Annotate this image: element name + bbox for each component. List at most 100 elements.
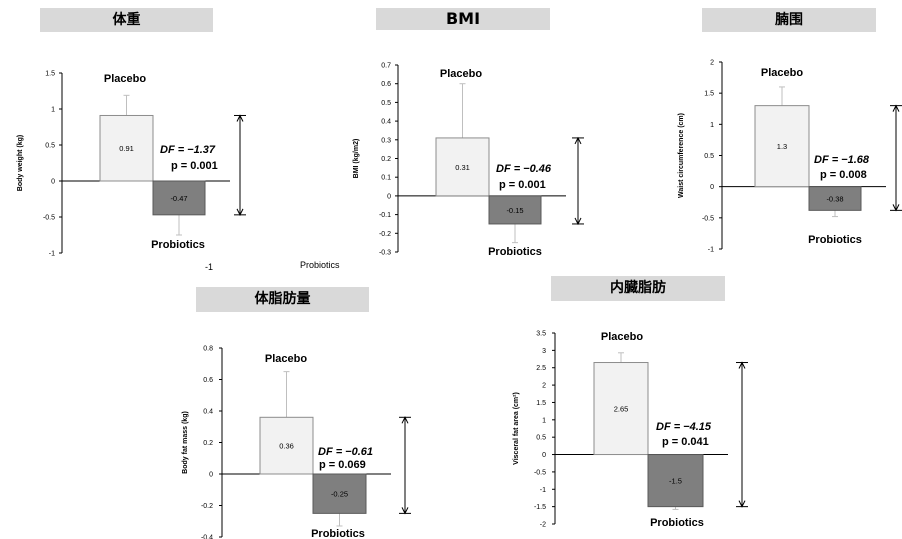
y-tick-label: 0.8 [203, 346, 213, 353]
bar-probiotics [152, 180, 206, 216]
category-label-probiotics: Probiotics [311, 528, 365, 539]
df-label: DF = −1.68 [814, 154, 870, 166]
y-tick-label: 0.2 [203, 440, 213, 447]
y-tick-label: 0.5 [704, 153, 714, 160]
p-value-label: p = 0.069 [319, 459, 366, 471]
y-tick-label: 0.6 [203, 377, 213, 384]
y-tick-label: 2 [710, 60, 714, 67]
y-tick-label: 2.5 [536, 365, 546, 372]
arrow-head [401, 416, 409, 424]
y-tick-label: 1 [51, 107, 55, 114]
y-tick-label: -0.4 [201, 535, 213, 539]
y-tick-label: 0.6 [381, 81, 391, 88]
y-tick-label: 0 [209, 472, 213, 479]
arrow-head [892, 204, 900, 212]
y-tick-label: 0.2 [381, 156, 391, 163]
chart-title: 体重 [40, 8, 213, 32]
y-tick-label: 0 [51, 179, 55, 186]
arrow-head [738, 500, 746, 508]
bar-value-label: -0.47 [170, 194, 187, 203]
df-label: DF = −0.46 [496, 163, 552, 175]
bar-placebo [99, 114, 154, 182]
y-tick-label: 0.3 [381, 137, 391, 144]
category-label-probiotics: Probiotics [808, 234, 862, 246]
y-tick-label: -0.2 [379, 231, 391, 238]
bar-placebo [435, 137, 490, 197]
chart-title: 体脂肪量 [196, 287, 369, 312]
y-tick-label: 0.4 [203, 409, 213, 416]
arrow-head [236, 114, 244, 122]
y-tick-label: 0 [387, 193, 391, 200]
bar-placebo [754, 105, 810, 188]
bar-value-label: 0.91 [119, 144, 134, 153]
y-axis-label: Body weight (kg) [17, 135, 24, 191]
y-tick-label: 3.5 [536, 331, 546, 338]
bar-value-label: -1.5 [669, 477, 682, 486]
y-tick-label: 0.1 [381, 175, 391, 182]
y-axis-label: Waist circumference (cm) [678, 113, 685, 198]
y-tick-label: 0.5 [45, 143, 55, 150]
arrow-head [236, 208, 244, 216]
chart-4: 3.5 3 2.5 2 1.5 1 0.5 0 -0.5 -1 -1.5 -2 Visceral fat… [513, 331, 748, 529]
y-tick-label: -0.3 [379, 250, 391, 257]
y-tick-label: -0.5 [43, 215, 55, 222]
y-tick-label: -1 [49, 251, 55, 258]
y-tick-label: 0.5 [536, 435, 546, 442]
bar-value-label: 2.65 [614, 405, 629, 414]
y-tick-label: -1 [708, 247, 714, 254]
bar-value-label: 1.3 [777, 142, 787, 151]
category-label-placebo: Placebo [440, 68, 482, 80]
arrow-head [574, 217, 582, 226]
y-tick-label: -0.1 [379, 212, 391, 219]
y-tick-label: -1 [540, 487, 546, 494]
arrow-head [574, 136, 582, 145]
y-tick-label: 0.5 [381, 100, 391, 107]
category-label-probiotics: Probiotics [650, 517, 704, 529]
bar-probiotics [808, 186, 862, 211]
y-tick-label: 2 [542, 383, 546, 390]
chart-title: 内臓脂肪 [551, 276, 725, 301]
bar-value-label: 0.36 [279, 442, 294, 451]
bar-placebo [259, 416, 314, 475]
y-tick-label: 1.5 [704, 91, 714, 98]
arrow-head [401, 507, 409, 515]
df-label: DF = −4.15 [656, 421, 712, 433]
category-label-probiotics: Probiotics [151, 239, 205, 251]
bar-probiotics [647, 454, 704, 508]
y-tick-label: 0 [710, 184, 714, 191]
y-tick-label: 0.7 [381, 63, 391, 70]
category-label-probiotics: Probiotics [488, 246, 542, 258]
chart-0: 1.5 1 0.5 0 -0.5 -1 Body weight (kg) 0.91 -0.47 P… [17, 71, 246, 258]
y-tick-label: 1.5 [45, 71, 55, 78]
df-label: DF = −1.37 [160, 144, 216, 156]
arrow-head [738, 361, 746, 369]
bar-value-label: 0.31 [455, 163, 470, 172]
df-label: DF = −0.61 [318, 446, 373, 458]
y-tick-label: -0.5 [702, 215, 714, 222]
y-axis-label: BMI (kg/m2) [353, 139, 360, 179]
chart-title: 腩围 [702, 8, 876, 32]
fragment-text: Probiotics [300, 260, 340, 270]
chart-1: 0.7 0.6 0.5 0.4 0.3 0.2 0.1 0 -0.1 -0.2 -0.3 BMI (k… [353, 63, 584, 258]
y-axis-label: Body fat mass (kg) [182, 411, 189, 474]
y-tick-label: 0.4 [381, 119, 391, 126]
category-label-placebo: Placebo [104, 73, 146, 85]
bar-value-label: -0.38 [826, 195, 843, 204]
p-value-label: p = 0.001 [171, 160, 218, 172]
bar-value-label: -0.25 [331, 490, 348, 499]
p-value-label: p = 0.041 [662, 436, 709, 448]
y-tick-label: 0 [542, 452, 546, 459]
bar-probiotics [312, 473, 367, 514]
chart-title: BMI [376, 8, 550, 30]
fragment-text: -1 [205, 262, 213, 272]
y-axis-label: Visceral fat area (cm²) [513, 392, 520, 465]
category-label-placebo: Placebo [265, 353, 307, 365]
p-value-label: p = 0.001 [499, 179, 546, 191]
y-tick-label: 1 [710, 122, 714, 129]
category-label-placebo: Placebo [601, 331, 643, 343]
chart-3: 0.8 0.6 0.4 0.2 0 -0.2 -0.4 Body fat mass (kg) 0… [182, 346, 411, 539]
y-tick-label: -2 [540, 522, 546, 529]
y-tick-label: -1.5 [534, 504, 546, 511]
arrow-head [892, 104, 900, 112]
